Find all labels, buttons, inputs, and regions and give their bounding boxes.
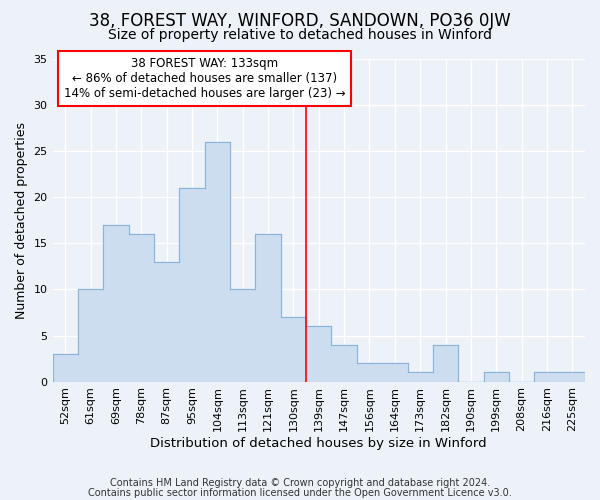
Text: Size of property relative to detached houses in Winford: Size of property relative to detached ho… xyxy=(108,28,492,42)
Text: Contains public sector information licensed under the Open Government Licence v3: Contains public sector information licen… xyxy=(88,488,512,498)
Polygon shape xyxy=(53,142,585,382)
Text: Contains HM Land Registry data © Crown copyright and database right 2024.: Contains HM Land Registry data © Crown c… xyxy=(110,478,490,488)
Text: 38, FOREST WAY, WINFORD, SANDOWN, PO36 0JW: 38, FOREST WAY, WINFORD, SANDOWN, PO36 0… xyxy=(89,12,511,30)
Y-axis label: Number of detached properties: Number of detached properties xyxy=(15,122,28,319)
X-axis label: Distribution of detached houses by size in Winford: Distribution of detached houses by size … xyxy=(151,437,487,450)
Text: 38 FOREST WAY: 133sqm
← 86% of detached houses are smaller (137)
14% of semi-det: 38 FOREST WAY: 133sqm ← 86% of detached … xyxy=(64,57,346,100)
